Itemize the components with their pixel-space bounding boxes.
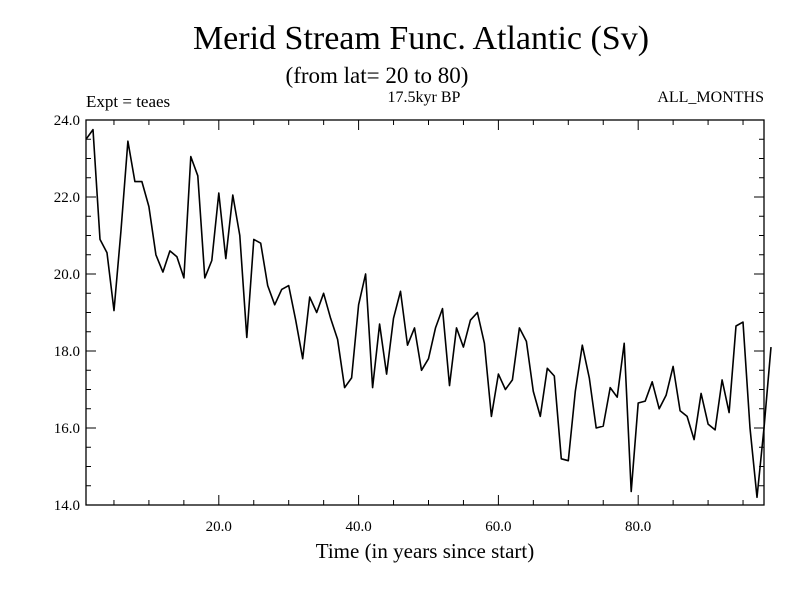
- chart-title: Merid Stream Func. Atlantic (Sv): [193, 20, 649, 57]
- y-tick-label: 16.0: [54, 421, 80, 437]
- y-tick-label: 18.0: [54, 344, 80, 360]
- series-line: [85, 128, 772, 499]
- x-tick-label: 60.0: [485, 519, 511, 535]
- x-tick-label: 80.0: [625, 519, 651, 535]
- x-axis: 20.0 40.0 60.0 80.0: [113, 120, 744, 535]
- x-tick-label: 40.0: [345, 519, 371, 535]
- y-axis: 14.0 16.0 18.0 20.0 22.0 24.0: [54, 113, 764, 514]
- x-axis-label: Time (in years since start): [316, 539, 535, 563]
- y-tick-label: 22.0: [54, 190, 80, 206]
- x-tick-label: 20.0: [206, 519, 232, 535]
- months-label: ALL_MONTHS: [657, 89, 764, 106]
- y-tick-label: 24.0: [54, 113, 80, 129]
- y-tick-label: 20.0: [54, 267, 80, 283]
- chart-subtitle: (from lat= 20 to 80): [286, 63, 469, 88]
- series-points: [85, 129, 772, 499]
- experiment-label: Expt = teaes: [86, 92, 170, 111]
- plot-frame: [85, 119, 765, 506]
- period-label: 17.5kyr BP: [388, 89, 461, 106]
- y-tick-label: 14.0: [54, 498, 80, 514]
